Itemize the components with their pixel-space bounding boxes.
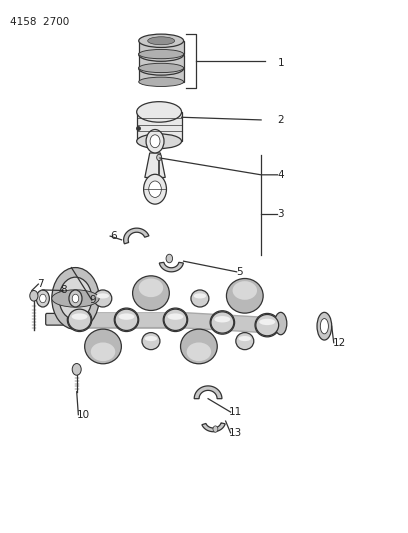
Circle shape — [40, 294, 46, 303]
Ellipse shape — [97, 293, 109, 298]
Ellipse shape — [214, 316, 231, 322]
Ellipse shape — [139, 62, 184, 75]
Ellipse shape — [256, 314, 279, 336]
Ellipse shape — [85, 329, 122, 364]
Ellipse shape — [139, 63, 184, 72]
Circle shape — [72, 294, 79, 303]
Ellipse shape — [320, 319, 328, 334]
Ellipse shape — [275, 312, 287, 335]
Text: 5: 5 — [236, 267, 242, 277]
Circle shape — [146, 130, 164, 153]
Circle shape — [213, 426, 218, 432]
Circle shape — [149, 181, 161, 197]
Ellipse shape — [118, 313, 135, 320]
Ellipse shape — [139, 48, 184, 61]
Ellipse shape — [91, 342, 115, 361]
Ellipse shape — [148, 37, 175, 45]
Ellipse shape — [133, 276, 169, 310]
Circle shape — [36, 290, 49, 307]
Ellipse shape — [239, 336, 251, 341]
Ellipse shape — [259, 319, 275, 325]
Ellipse shape — [167, 313, 184, 320]
Text: 1: 1 — [277, 58, 284, 68]
Ellipse shape — [163, 308, 188, 332]
Text: 9: 9 — [89, 295, 95, 305]
Ellipse shape — [167, 313, 184, 320]
Ellipse shape — [142, 333, 160, 350]
Ellipse shape — [210, 311, 235, 334]
Text: 3: 3 — [277, 209, 284, 219]
Ellipse shape — [214, 316, 231, 322]
Ellipse shape — [236, 333, 254, 350]
Polygon shape — [194, 386, 222, 399]
Polygon shape — [202, 423, 225, 432]
Circle shape — [144, 174, 166, 204]
Circle shape — [30, 290, 38, 301]
Ellipse shape — [94, 290, 112, 307]
Text: 7: 7 — [38, 279, 44, 289]
Ellipse shape — [259, 318, 276, 325]
Circle shape — [166, 254, 173, 263]
Ellipse shape — [211, 312, 234, 333]
Ellipse shape — [139, 278, 163, 297]
Ellipse shape — [139, 34, 184, 47]
Polygon shape — [159, 262, 184, 272]
Ellipse shape — [181, 329, 217, 364]
Circle shape — [52, 268, 99, 329]
Ellipse shape — [255, 313, 279, 337]
Ellipse shape — [164, 309, 187, 330]
Text: 11: 11 — [228, 407, 242, 417]
Ellipse shape — [115, 309, 138, 330]
Ellipse shape — [139, 77, 184, 86]
Text: 12: 12 — [333, 338, 346, 348]
Bar — [137, 112, 182, 141]
Text: 4: 4 — [277, 170, 284, 180]
Ellipse shape — [233, 281, 257, 300]
Ellipse shape — [71, 313, 88, 320]
Ellipse shape — [137, 102, 182, 122]
Polygon shape — [124, 228, 149, 244]
Ellipse shape — [139, 50, 184, 59]
Ellipse shape — [71, 313, 88, 320]
Polygon shape — [145, 153, 165, 177]
Ellipse shape — [186, 342, 211, 361]
Text: 13: 13 — [228, 428, 242, 438]
Circle shape — [59, 277, 92, 320]
Ellipse shape — [52, 290, 99, 307]
Ellipse shape — [67, 308, 92, 332]
Ellipse shape — [317, 312, 332, 340]
Circle shape — [72, 364, 81, 375]
Text: 8: 8 — [60, 286, 67, 295]
Bar — [139, 55, 184, 68]
Ellipse shape — [118, 313, 135, 320]
FancyBboxPatch shape — [46, 313, 79, 325]
Text: 2: 2 — [277, 115, 284, 125]
Ellipse shape — [114, 308, 139, 332]
Text: 6: 6 — [110, 231, 117, 241]
Ellipse shape — [194, 293, 206, 298]
Ellipse shape — [148, 64, 175, 72]
Ellipse shape — [68, 309, 91, 330]
Ellipse shape — [148, 51, 175, 59]
Text: 10: 10 — [77, 410, 90, 419]
Circle shape — [150, 135, 160, 148]
Ellipse shape — [145, 336, 157, 341]
Text: 4158  2700: 4158 2700 — [10, 17, 69, 27]
Circle shape — [157, 154, 162, 160]
Circle shape — [69, 290, 82, 307]
Ellipse shape — [137, 134, 182, 149]
Bar — [139, 68, 184, 82]
Ellipse shape — [191, 290, 209, 307]
Ellipse shape — [226, 278, 263, 313]
Bar — [139, 41, 184, 54]
